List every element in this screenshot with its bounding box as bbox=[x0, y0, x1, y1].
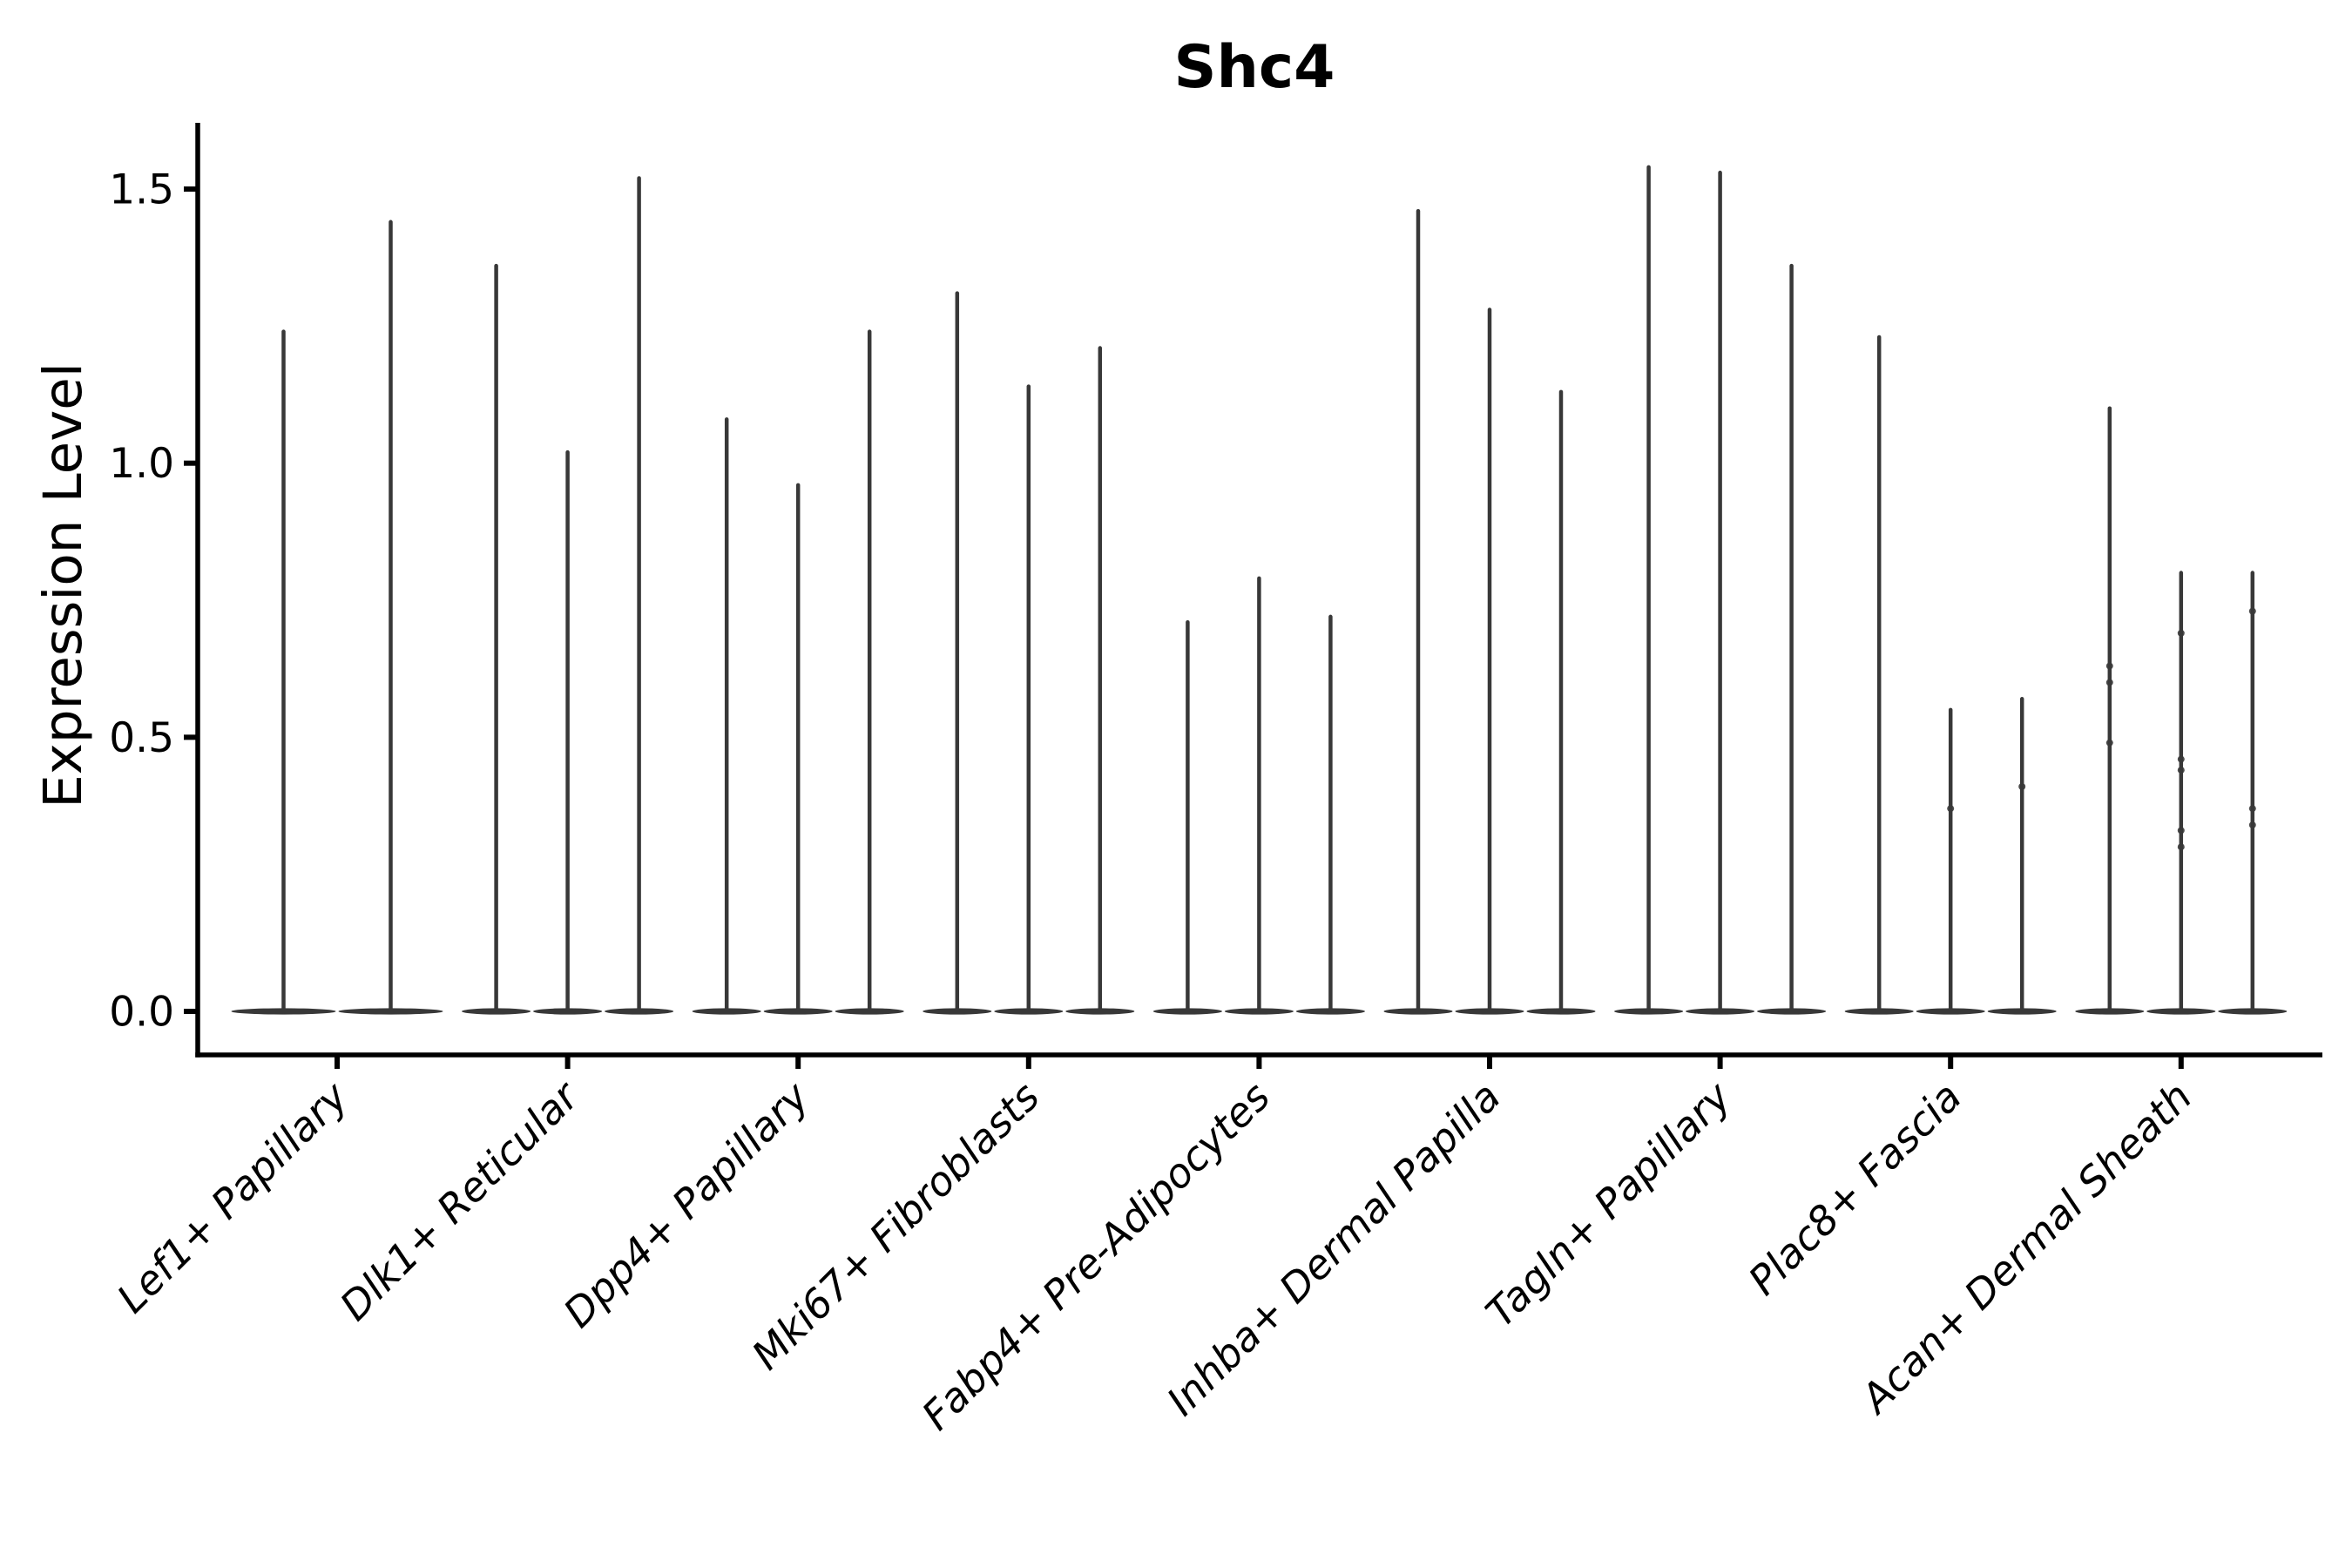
y-tick-label: 1.5 bbox=[109, 166, 174, 214]
y-axis-label: Expression Level bbox=[32, 362, 94, 808]
x-tick-label: Tagln+ Papillary bbox=[1477, 1072, 1740, 1336]
violin-group bbox=[462, 176, 674, 1015]
x-tick-label: Dpp4+ Papillary bbox=[554, 1072, 818, 1336]
jitter-dot bbox=[2248, 607, 2256, 615]
jitter-dot bbox=[2177, 755, 2185, 763]
violin-group bbox=[1152, 576, 1365, 1015]
jitter-dot bbox=[1947, 805, 1955, 813]
jitter-dot bbox=[2177, 843, 2185, 851]
jitter-dot bbox=[2018, 782, 2026, 790]
x-tick-label: Lef1+ Papillary bbox=[108, 1072, 357, 1321]
violin-group bbox=[2075, 406, 2288, 1015]
y-tick-label: 0.0 bbox=[109, 989, 174, 1037]
violin-group bbox=[231, 220, 443, 1015]
jitter-dot bbox=[2177, 767, 2185, 774]
jitter-dot bbox=[2177, 629, 2185, 637]
jitter-dot bbox=[2105, 739, 2113, 747]
y-tick-label: 1.0 bbox=[109, 440, 174, 488]
jitter-dot bbox=[2105, 662, 2113, 670]
jitter-dot bbox=[2248, 805, 2256, 813]
violins-layer bbox=[231, 165, 2288, 1015]
violin-group bbox=[1614, 165, 1827, 1015]
x-tick-label: Plac8+ Fascia bbox=[1740, 1073, 1970, 1304]
jitter-dot bbox=[2105, 679, 2113, 686]
chart-title: Shc4 bbox=[1173, 33, 1335, 102]
y-tick-label: 0.5 bbox=[109, 714, 174, 762]
x-tick-label: Dlk1+ Reticular bbox=[331, 1071, 590, 1329]
violin-group bbox=[692, 329, 904, 1015]
violin-group bbox=[923, 291, 1135, 1015]
jitter-dot bbox=[2177, 827, 2185, 835]
violin-group bbox=[1844, 335, 2057, 1015]
y-tick-layer: 0.0 0.5 1.0 1.5 bbox=[109, 166, 198, 1037]
violin-group bbox=[1383, 208, 1596, 1015]
jitter-dot bbox=[2248, 821, 2256, 829]
